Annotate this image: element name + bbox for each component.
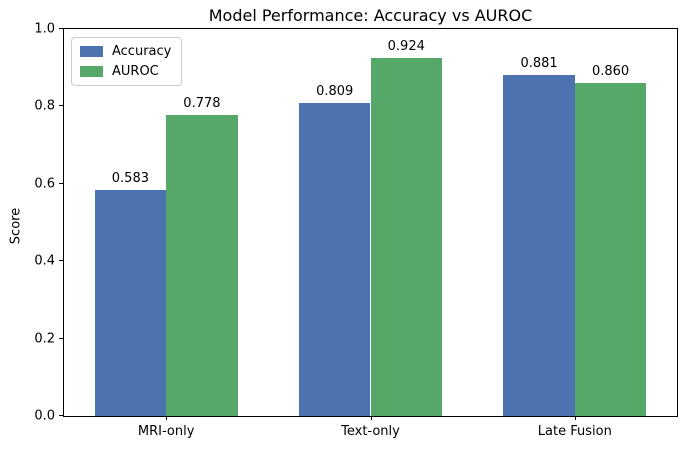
y-tick-label: 0.0: [34, 408, 55, 424]
legend-item-accuracy: Accuracy: [80, 45, 171, 58]
x-tick-mark: [370, 416, 372, 420]
y-tick-label: 0.4: [34, 253, 55, 269]
bar-value-label: 0.583: [111, 171, 149, 187]
bar-accuracy-text-only: [298, 102, 371, 416]
x-tick-label-late-fusion: Late Fusion: [537, 424, 612, 439]
x-tick-mark: [166, 416, 168, 420]
legend-label: Accuracy: [112, 44, 172, 59]
x-tick-label-text-only: Text-only: [341, 424, 400, 439]
y-tick-label: 0.8: [34, 98, 55, 114]
legend-item-auroc: AUROC: [80, 65, 171, 78]
bar-accuracy-late-fusion: [503, 75, 575, 416]
bar-auroc-late-fusion: [574, 83, 647, 416]
x-tick-mark: [574, 416, 576, 420]
y-tick-label: 1.0: [34, 21, 55, 37]
chart-title: Model Performance: Accuracy vs AUROC: [208, 6, 533, 25]
y-tick-mark: [59, 28, 63, 29]
bar-value-label: 0.924: [387, 39, 425, 55]
plot-area: 0.0 0.2 0.4 0.6 0.8 1.0 0.583 0.778 0.809 0.924 0…: [34, 22, 678, 439]
y-tick-label: 0.6: [34, 176, 55, 192]
y-tick-mark: [59, 337, 63, 339]
legend: Accuracy AUROC: [71, 37, 183, 86]
legend-label: AUROC: [112, 64, 159, 79]
legend-swatch-icon: [80, 66, 103, 77]
y-tick-mark: [59, 260, 63, 262]
bar-value-label: 0.809: [316, 83, 354, 99]
y-tick-mark: [59, 182, 63, 184]
bar-value-label: 0.778: [183, 95, 221, 111]
x-tick-label-mri-only: MRI-only: [137, 424, 195, 439]
bar-auroc-mri-only: [166, 114, 238, 416]
bar-accuracy-mri-only: [94, 190, 167, 416]
y-axis-label: Score: [8, 207, 24, 245]
bar-value-label: 0.881: [520, 56, 558, 72]
y-tick-mark: [59, 415, 63, 416]
bar-auroc-text-only: [370, 58, 443, 416]
legend-swatch-icon: [80, 46, 103, 57]
y-tick-mark: [59, 105, 63, 107]
bar-value-label: 0.860: [591, 64, 630, 80]
y-tick-label: 0.2: [34, 331, 55, 347]
